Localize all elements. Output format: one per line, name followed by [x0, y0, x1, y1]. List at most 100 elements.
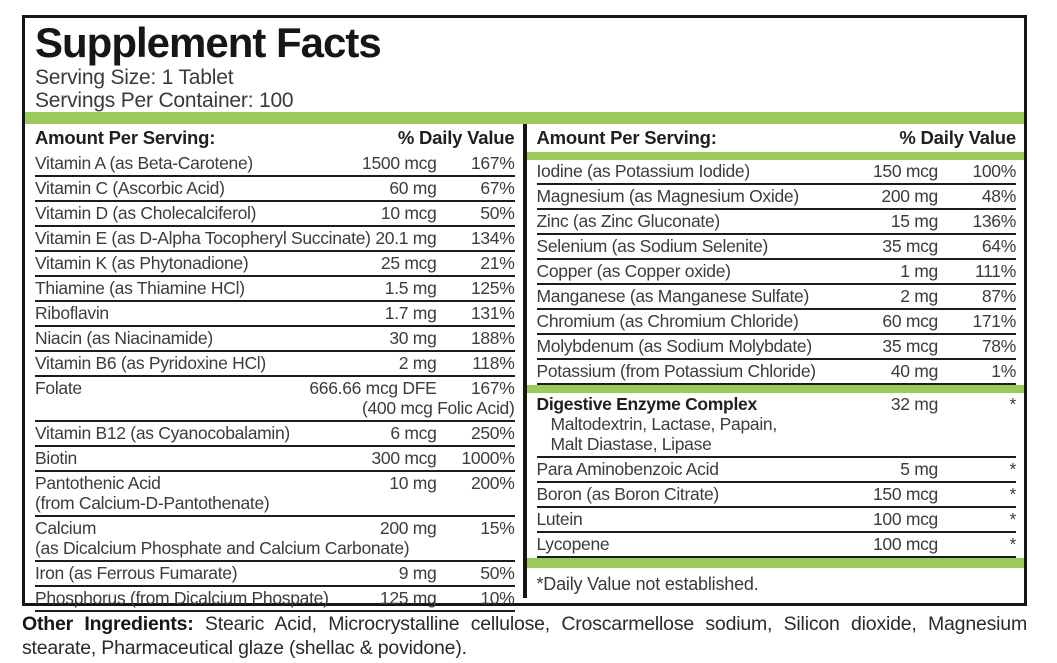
nutrient-daily-value: 134%: [470, 228, 515, 248]
supplement-facts-panel: Supplement Facts Serving Size: 1 Tablet …: [22, 15, 1027, 612]
nutrient-name: Copper (as Copper oxide): [536, 261, 731, 281]
nutrient-daily-value: 78%: [981, 336, 1016, 356]
amount-per-serving-header: Amount Per Serving:: [536, 127, 717, 148]
facts-columns: Amount Per Serving: % Daily Value Vitami…: [25, 124, 1025, 612]
table-row: Calcium 200 mg 15% (as Dicalcium Phospha…: [35, 517, 515, 562]
nutrient-amount: 20.1 mg: [375, 228, 437, 248]
table-row-line: Para Aminobenzoic Acid 5 mg *: [537, 459, 1017, 479]
table-row: Molybdenum (as Sodium Molybdate) 35 mcg …: [536, 335, 1016, 360]
table-row-line: Calcium 200 mg 15%: [35, 518, 515, 538]
table-row: Potassium (from Potassium Chloride) 40 m…: [536, 360, 1016, 385]
table-row: Thiamine (as Thiamine HCl) 1.5 mg 125%: [35, 277, 515, 302]
nutrient-component-line: Malt Diastase, Lipase: [550, 434, 712, 454]
nutrient-name: Molybdenum (as Sodium Molybdate): [536, 336, 813, 356]
nutrient-daily-value: 167%: [470, 378, 515, 398]
nutrient-daily-value: 125%: [470, 278, 515, 298]
nutrient-name: Thiamine (as Thiamine HCl): [35, 278, 245, 298]
table-row: Vitamin A (as Beta-Carotene) 1500 mcg 16…: [35, 152, 515, 177]
nutrient-daily-value: 50%: [480, 563, 515, 583]
nutrient-daily-value: *: [1009, 534, 1016, 554]
table-row: Manganese (as Manganese Sulfate) 2 mg 87…: [536, 285, 1017, 310]
nutrient-name: Lycopene: [536, 534, 610, 554]
nutrient-name: Vitamin A (as Beta-Carotene): [35, 153, 253, 173]
table-row-line: Iron (as Ferrous Fumarate) 9 mg 50%: [35, 563, 515, 583]
left-nutrient-rows: Vitamin A (as Beta-Carotene) 1500 mcg 16…: [25, 152, 523, 612]
nutrient-name: Pantothenic Acid: [35, 473, 161, 493]
nutrient-name: Vitamin B12 (as Cyanocobalamin): [35, 423, 290, 443]
left-column-header: Amount Per Serving: % Daily Value: [25, 124, 523, 152]
table-row: Vitamin B6 (as Pyridoxine HCl) 2 mg 118%: [35, 352, 515, 377]
right-nutrient-rows: Iodine (as Potassium Iodide) 150 mcg 100…: [527, 160, 1025, 385]
serving-size-text: Serving Size: 1 Tablet: [35, 66, 234, 89]
green-divider-bar-top: [25, 112, 1024, 124]
table-row-line: Folate 666.66 mcg DFE 167%: [35, 378, 515, 398]
page-title: Supplement Facts: [35, 19, 382, 66]
table-row-line: Vitamin C (Ascorbic Acid) 60 mg 67%: [35, 178, 515, 198]
nutrient-daily-value: 167%: [470, 153, 515, 173]
nutrient-name: Folate: [35, 378, 82, 398]
daily-value-header: % Daily Value: [899, 127, 1016, 148]
nutrient-amount: 60 mg: [389, 178, 437, 198]
nutrient-daily-value: 188%: [470, 328, 515, 348]
right-column-header: Amount Per Serving: % Daily Value: [527, 124, 1025, 152]
green-section-bar: [526, 385, 1024, 393]
daily-value-footnote: *Daily Value not established.: [536, 574, 759, 594]
table-row: Riboflavin 1.7 mg 131%: [35, 302, 515, 327]
other-ingredients-label: Other Ingredients:: [22, 613, 194, 635]
table-row: Vitamin B12 (as Cyanocobalamin) 6 mcg 25…: [35, 422, 515, 447]
table-row-line: Vitamin B12 (as Cyanocobalamin) 6 mcg 25…: [35, 423, 515, 443]
nutrient-component-line: Maltodextrin, Lactase, Papain,: [550, 414, 778, 434]
table-row-line: Thiamine (as Thiamine HCl) 1.5 mg 125%: [35, 278, 515, 298]
nutrient-amount: 5 mg: [900, 459, 938, 479]
table-row: Iodine (as Potassium Iodide) 150 mcg 100…: [536, 160, 1016, 185]
left-column: Amount Per Serving: % Daily Value Vitami…: [25, 124, 523, 612]
nutrient-daily-value: 87%: [981, 286, 1016, 306]
nutrient-amount: 150 mcg: [872, 161, 938, 181]
nutrient-daily-value: 136%: [972, 211, 1016, 231]
table-row-line: Selenium (as Sodium Selenite) 35 mcg 64%: [537, 236, 1017, 256]
nutrient-name: Vitamin E (as D-Alpha Tocopheryl Succina…: [35, 228, 371, 248]
table-row: Lycopene 100 mcg *: [536, 533, 1017, 558]
nutrient-name-line2: (from Calcium-D-Pantothenate): [35, 493, 270, 513]
table-row-line: Digestive Enzyme Complex 32 mg *: [537, 394, 1017, 414]
green-divider-bar-thin: [526, 152, 1024, 160]
nutrient-name: Lutein: [536, 509, 583, 529]
table-row-line: Vitamin B6 (as Pyridoxine HCl) 2 mg 118%: [35, 353, 515, 373]
nutrient-name: Manganese (as Manganese Sulfate): [536, 286, 810, 306]
nutrient-daily-value: 131%: [470, 303, 515, 323]
nutrient-amount: 10 mg: [389, 473, 437, 493]
nutrient-amount: 32 mg: [890, 394, 938, 414]
nutrient-amount: 666.66 mcg DFE: [309, 378, 437, 398]
table-row-line: Zinc (as Zinc Gluconate) 15 mg 136%: [537, 211, 1017, 231]
nutrient-amount: 125 mg: [379, 588, 437, 608]
nutrient-name: Iron (as Ferrous Fumarate): [35, 563, 238, 583]
table-row-line: Vitamin K (as Phytonadione) 25 mcg 21%: [35, 253, 515, 273]
table-row: Vitamin D (as Cholecalciferol) 10 mcg 50…: [35, 202, 515, 227]
nutrient-amount: 200 mg: [379, 518, 437, 538]
nutrient-amount: 100 mcg: [872, 534, 938, 554]
nutrient-daily-value: 48%: [981, 186, 1016, 206]
nutrient-amount: 1.7 mg: [384, 303, 437, 323]
nutrient-name: Vitamin C (Ascorbic Acid): [35, 178, 225, 198]
table-row: Selenium (as Sodium Selenite) 35 mcg 64%: [536, 235, 1017, 260]
daily-value-header: % Daily Value: [397, 127, 515, 148]
nutrient-amount: 6 mcg: [390, 423, 437, 443]
table-row: Iron (as Ferrous Fumarate) 9 mg 50%: [35, 562, 515, 587]
nutrient-daily-value: 10%: [480, 588, 515, 608]
nutrient-amount: 40 mg: [890, 361, 938, 381]
amount-per-serving-header: Amount Per Serving:: [35, 127, 216, 148]
table-row: Biotin 300 mcg 1000%: [35, 447, 515, 472]
table-row-line: Vitamin A (as Beta-Carotene) 1500 mcg 16…: [35, 153, 515, 173]
nutrient-name: Magnesium (as Magnesium Oxide): [536, 186, 800, 206]
table-row-line: Vitamin E (as D-Alpha Tocopheryl Succina…: [35, 228, 515, 248]
nutrient-name: Zinc (as Zinc Gluconate): [536, 211, 721, 231]
green-section-bar: [526, 558, 1024, 568]
nutrient-daily-value: *: [1009, 459, 1016, 479]
table-row-line: Lycopene 100 mcg *: [537, 534, 1017, 554]
table-row-line: Manganese (as Manganese Sulfate) 2 mg 87…: [537, 286, 1017, 306]
nutrient-daily-value: 67%: [480, 178, 515, 198]
nutrient-name: Vitamin K (as Phytonadione): [35, 253, 249, 273]
nutrient-daily-value: 171%: [972, 311, 1016, 331]
table-row: Folate 666.66 mcg DFE 167% (400 mcg Foli…: [35, 377, 515, 422]
